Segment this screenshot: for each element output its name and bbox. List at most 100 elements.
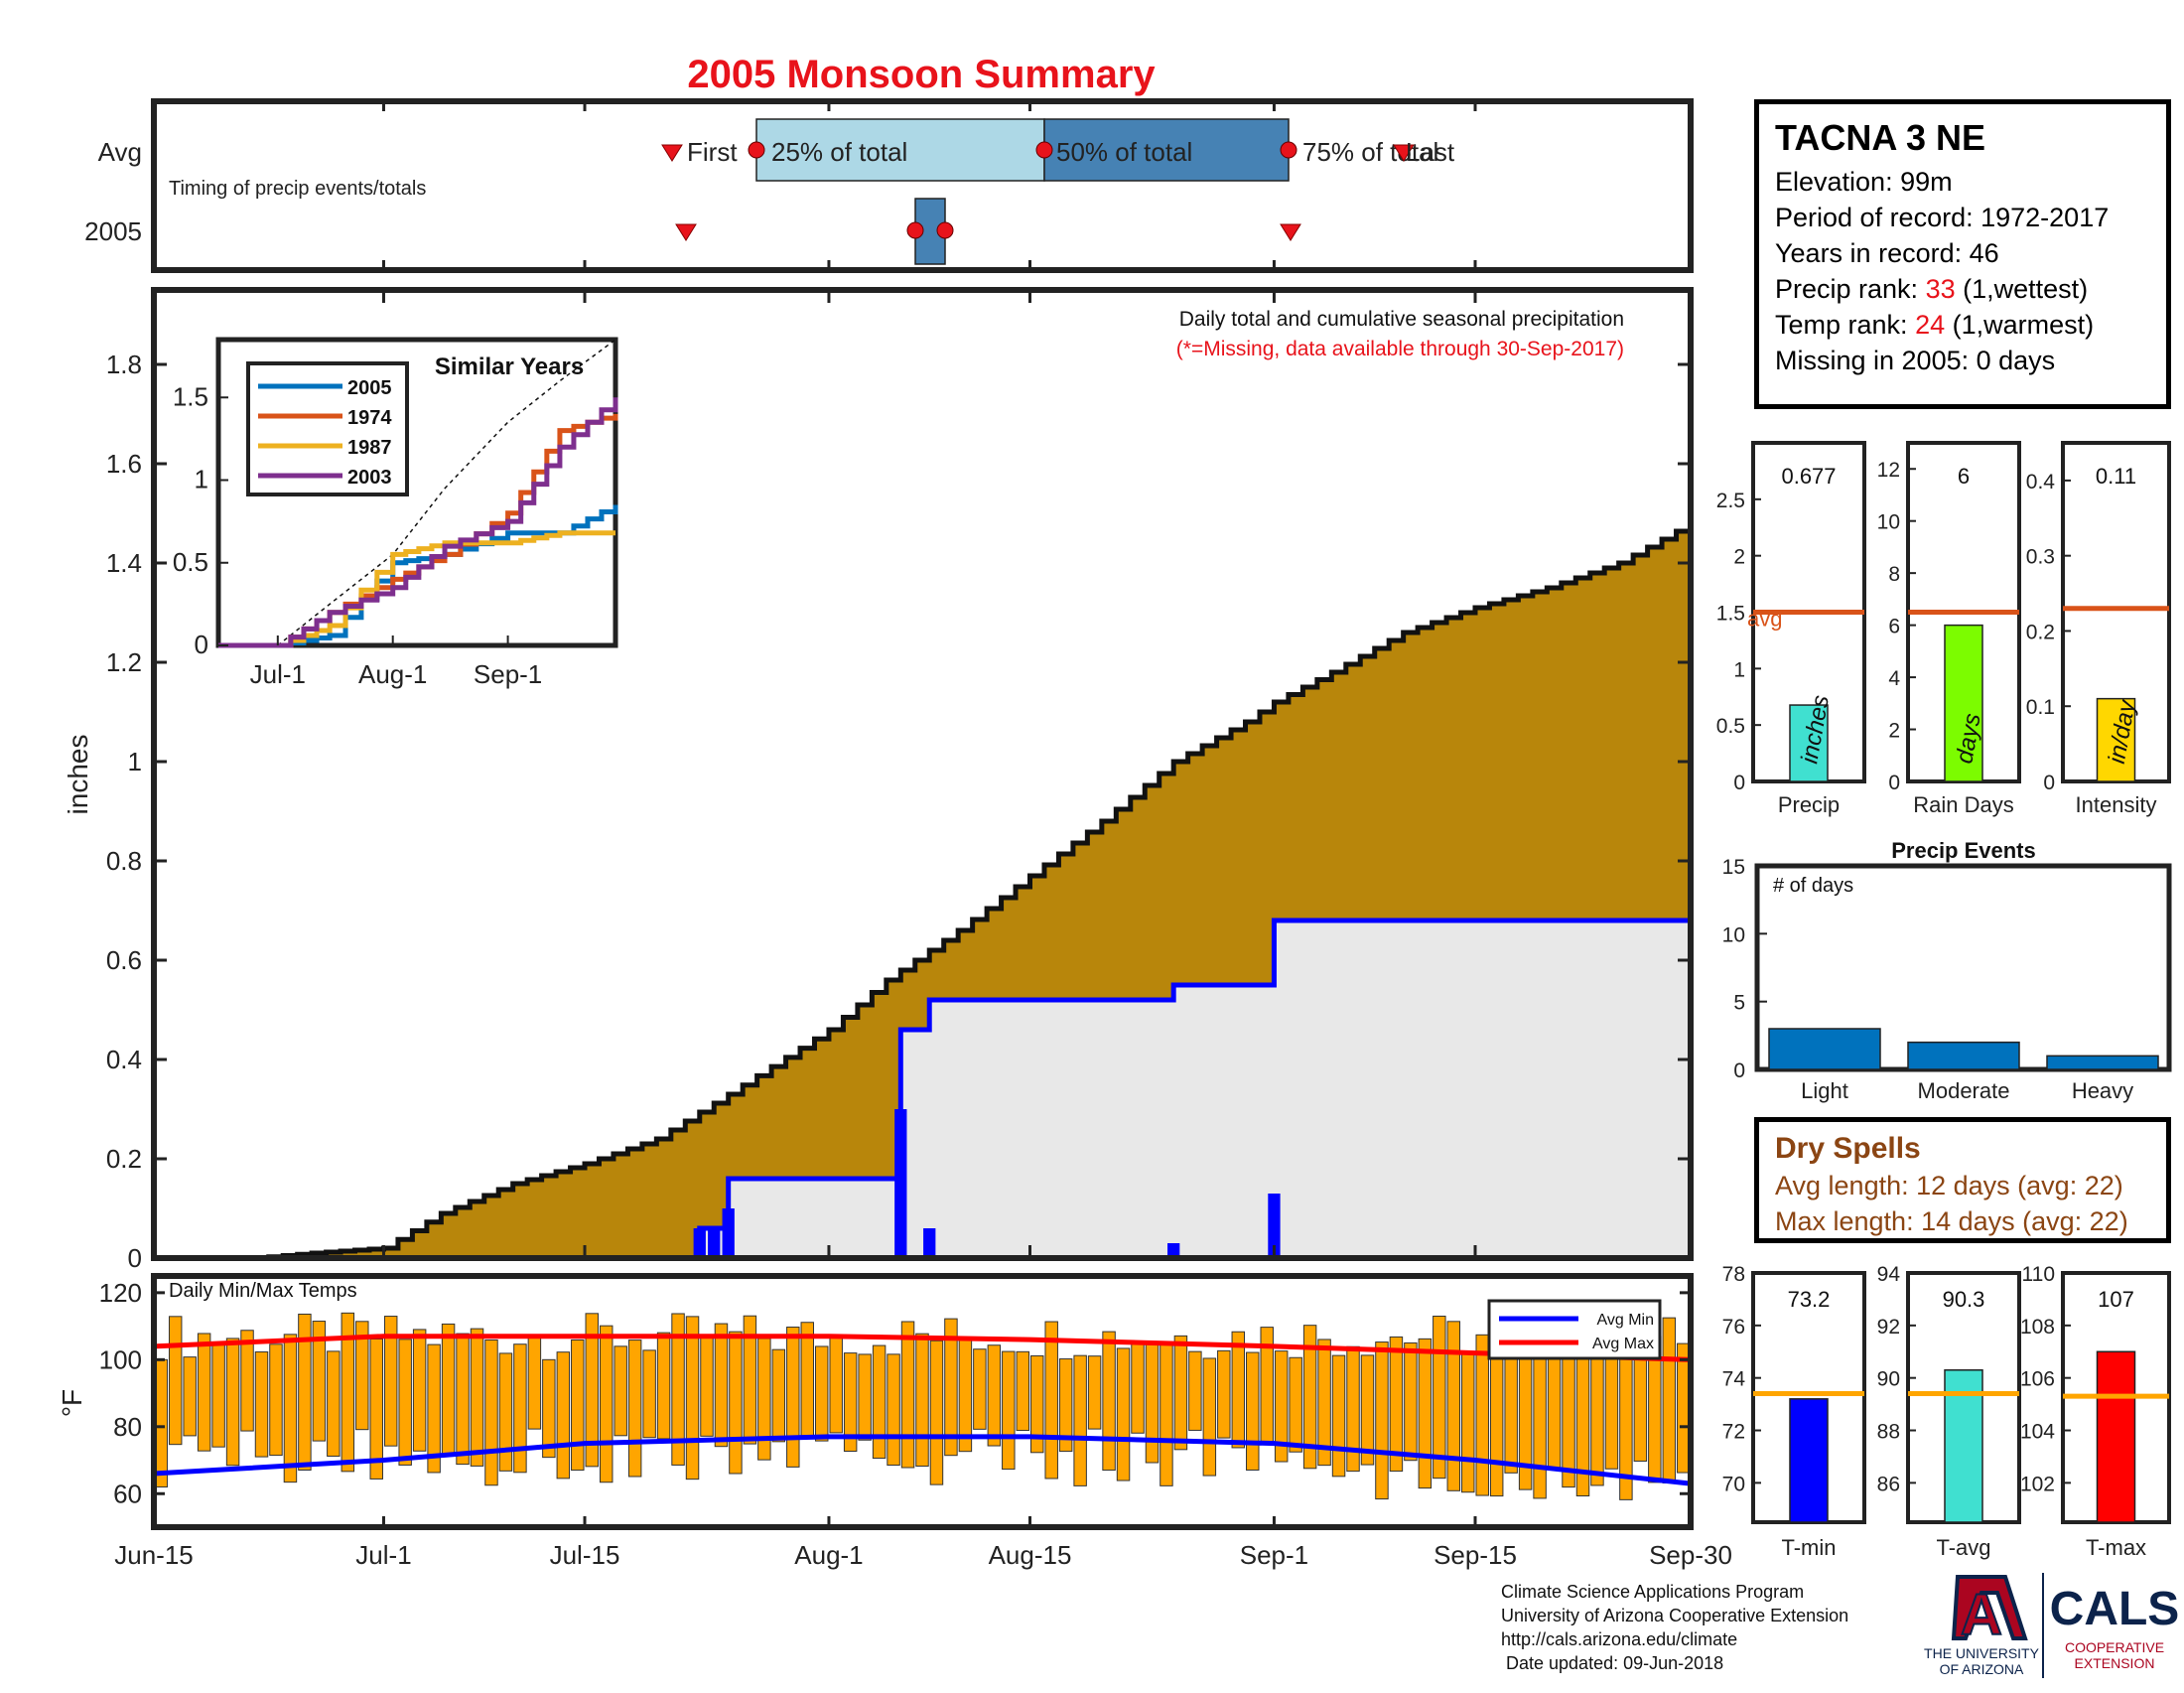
y2005-q50-marker <box>936 221 954 239</box>
daily-temp-bar <box>1662 1317 1677 1483</box>
avg-q50-marker <box>1035 141 1053 159</box>
daily-temp-bar <box>1002 1350 1016 1471</box>
temp-mini-value-2: 107 <box>2098 1287 2134 1312</box>
inset-ytick-label: 0.5 <box>173 547 208 577</box>
figure-title: 2005 Monsoon Summary <box>687 53 1156 96</box>
event-bar-moderate <box>1907 1041 2020 1070</box>
inset-xtick-label: Aug-1 <box>358 659 427 689</box>
precip-ytick-label: 0 <box>128 1243 142 1273</box>
inset-legend-label: 1974 <box>347 407 392 429</box>
avg-last-marker <box>1393 144 1415 162</box>
daily-temp-bar <box>987 1344 1002 1447</box>
daily-temp-bar <box>1102 1331 1116 1472</box>
temps-legend <box>1487 1299 1662 1360</box>
x-axis-label: Sep-15 <box>1433 1540 1517 1570</box>
daily-temp-bar <box>887 1353 900 1467</box>
mini-ytick-label: 0.1 <box>2026 696 2055 719</box>
avg-first-label: First <box>687 137 738 167</box>
mini-value-1: 6 <box>1958 464 1970 489</box>
daily-temp-bar <box>685 1316 700 1481</box>
mini-ytick-label: 10 <box>1877 511 1900 534</box>
mini-label-0: Precip <box>1778 792 1840 817</box>
daily-temp-bar <box>1016 1350 1030 1431</box>
precip-yticks: 0 0.2 0.4 0.6 0.8 1 1.2 1.4 1.6 1.8 <box>106 290 1691 1273</box>
daily-temp-bar <box>814 1345 829 1442</box>
daily-temp-bar <box>1446 1321 1461 1491</box>
daily-temp-bar <box>542 1358 556 1459</box>
temps-panel: 60 80 100 120 Daily Min/Max Temps °F Avg Mi… <box>57 1273 1694 1530</box>
mini-ytick-label: 2.5 <box>1716 490 1745 512</box>
x-axis-label: Jun-15 <box>114 1540 194 1570</box>
daily-temp-bar <box>1433 1316 1446 1480</box>
event-label: Heavy <box>2072 1078 2133 1103</box>
daily-temp-bar <box>1058 1358 1073 1453</box>
daily-temp-bar <box>1289 1356 1302 1453</box>
temp-mini-ytick-label: 72 <box>1722 1421 1745 1444</box>
legend-avg-max-label: Avg Max <box>1592 1336 1654 1352</box>
inset-legend-items: 2005 1974 1987 2003 <box>258 377 392 489</box>
daily-temp-bar <box>900 1321 915 1469</box>
avg-q25-marker <box>748 141 765 159</box>
daily-precip-bar <box>708 1228 721 1258</box>
daily-temp-bar <box>298 1313 312 1471</box>
daily-temp-bar <box>1404 1341 1418 1462</box>
daily-temp-bar <box>671 1313 685 1466</box>
inset-ytick-label: 1.5 <box>173 381 208 411</box>
daily-temp-bar <box>211 1341 225 1448</box>
y2005-q25-marker <box>906 221 924 239</box>
cals-line-2: EXTENSION <box>2075 1655 2155 1671</box>
mini-bar-1 <box>1944 624 1983 782</box>
daily-temp-bar <box>1274 1350 1289 1463</box>
temp-mini-value-1: 90.3 <box>1943 1287 1985 1312</box>
temp-mini-charts: 70 72 74 76 78 73.2 T-min 86 88 90 92 94 90.3 T-avg 10… <box>1722 1263 2171 1560</box>
daily-temp-bar <box>168 1316 183 1446</box>
precip-rank-prefix: Precip rank: <box>1775 274 1926 304</box>
daily-temp-bar <box>1231 1331 1246 1449</box>
daily-temp-bar <box>915 1333 929 1468</box>
precip-rank-suffix: (1,wettest) <box>1955 274 2089 304</box>
mini-ytick-label: 8 <box>1888 563 1900 586</box>
station-period: Period of record: 1972-2017 <box>1775 203 2110 232</box>
daily-precip-bar <box>1167 1243 1180 1258</box>
inset-average-dashed-line <box>277 339 616 646</box>
inset-xtick-label: Sep-1 <box>474 659 542 689</box>
daily-temp-bar <box>1246 1351 1260 1471</box>
inset-series-2003 <box>218 397 618 648</box>
temp-mini-ytick-label: 90 <box>1877 1368 1900 1391</box>
daily-temp-bar <box>327 1350 341 1457</box>
precip-ylabel: inches <box>63 735 93 815</box>
daily-temp-bar <box>1461 1352 1475 1493</box>
daily-temp-bar <box>1073 1354 1087 1486</box>
temp-mini-value-0: 73.2 <box>1788 1287 1831 1312</box>
temp-mini-ytick-label: 76 <box>1722 1316 1745 1339</box>
dry-spells-avg: Avg length: 12 days (avg: 22) <box>1775 1171 2123 1200</box>
x-axis-label: Aug-15 <box>989 1540 1072 1570</box>
mini-value-0: 0.677 <box>1781 464 1836 489</box>
precip-ytick-label: 0.6 <box>106 945 142 975</box>
daily-temp-bar <box>1188 1350 1202 1431</box>
daily-temp-bar <box>642 1349 656 1439</box>
footer-line-4: Date updated: 09-Jun-2018 <box>1501 1653 1723 1673</box>
mini-value-2: 0.11 <box>2096 464 2136 489</box>
daily-temp-bar <box>843 1352 858 1452</box>
daily-temp-bar <box>599 1325 614 1483</box>
inset-legend-label: 2005 <box>347 377 392 399</box>
station-missing: Missing in 2005: 0 days <box>1775 346 2056 375</box>
daily-temp-bar <box>240 1330 254 1432</box>
daily-temp-bar <box>1633 1351 1648 1462</box>
daily-temp-bar <box>556 1351 571 1480</box>
precip-events-ylabel: # of days <box>1773 875 1853 897</box>
temp-mini-ytick-label: 110 <box>2022 1263 2055 1286</box>
daily-temp-bar <box>1475 1334 1489 1496</box>
precip-ytick-label: 1.4 <box>106 548 142 578</box>
precip-rank-value: 33 <box>1925 274 1956 304</box>
station-elevation: Elevation: 99m <box>1775 167 1953 197</box>
daily-temp-bar <box>1360 1354 1375 1466</box>
avg-q25-label: 25% of total <box>771 137 907 167</box>
temp-mini-label-0: T-min <box>1782 1535 1837 1560</box>
daily-temp-bar <box>614 1345 627 1437</box>
daily-temp-bar <box>1145 1343 1160 1464</box>
temp-mini-ytick-label: 102 <box>2020 1473 2055 1495</box>
daily-temp-bar <box>484 1340 498 1486</box>
temps-ytick-label: 120 <box>99 1278 142 1308</box>
